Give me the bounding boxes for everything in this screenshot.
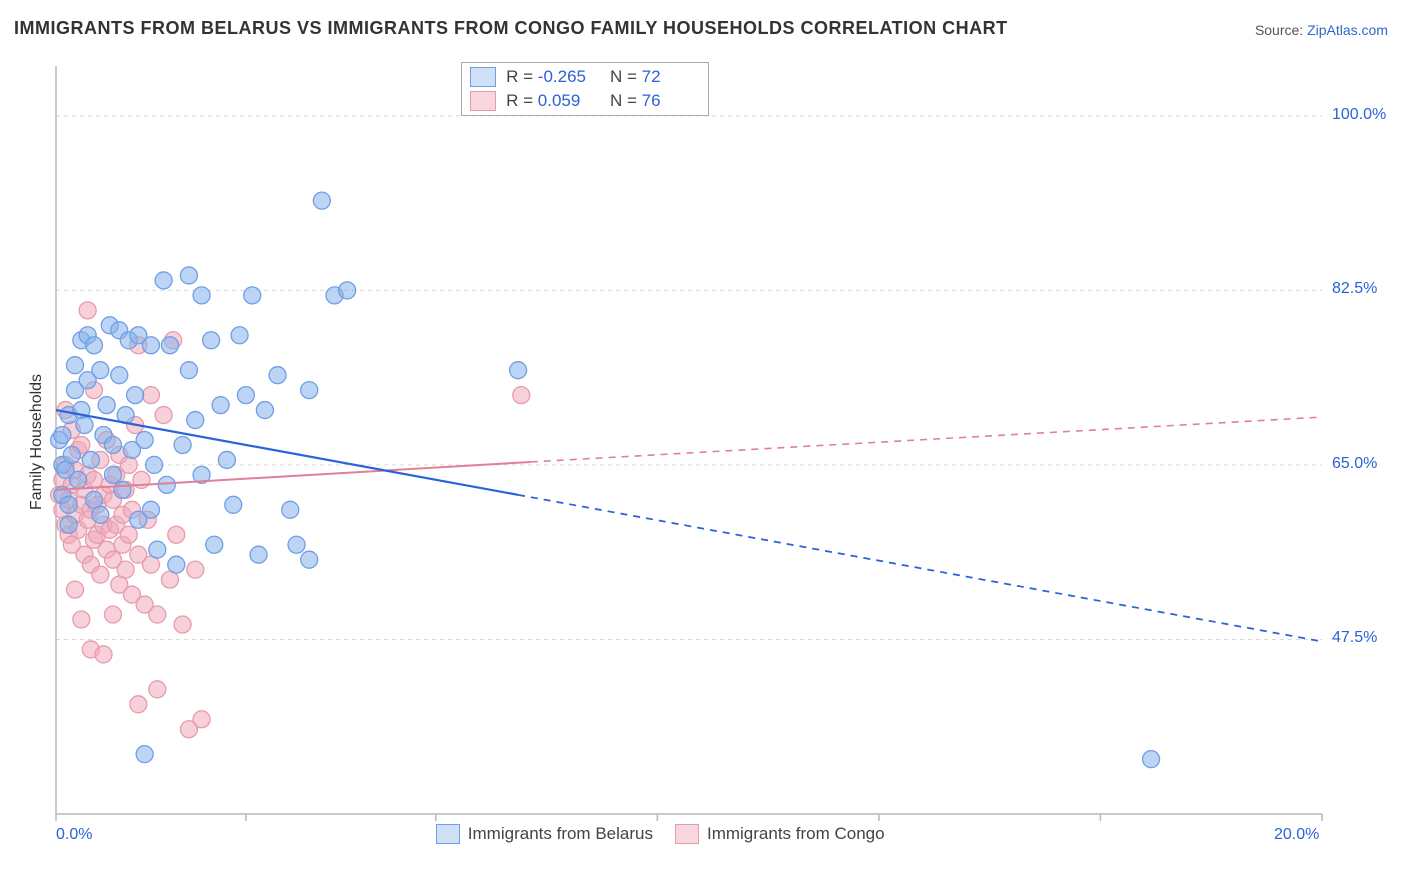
scatter-point — [104, 466, 121, 483]
scatter-point — [63, 446, 80, 463]
scatter-point — [510, 362, 527, 379]
scatter-point — [203, 332, 220, 349]
legend-label: Immigrants from Belarus — [468, 824, 653, 844]
scatter-point — [180, 267, 197, 284]
scatter-point — [282, 501, 299, 518]
legend-row: R = -0.265 N = 72 — [470, 67, 700, 87]
legend-row: R = 0.059 N = 76 — [470, 91, 700, 111]
scatter-point — [288, 536, 305, 553]
scatter-point — [120, 456, 137, 473]
y-tick-label: 100.0% — [1332, 106, 1386, 124]
scatter-point — [174, 436, 191, 453]
scatter-point — [142, 501, 159, 518]
source-link[interactable]: ZipAtlas.com — [1307, 22, 1388, 38]
scatter-point — [206, 536, 223, 553]
scatter-point — [104, 436, 121, 453]
scatter-point — [127, 387, 144, 404]
scatter-point — [269, 367, 286, 384]
legend-label: Immigrants from Congo — [707, 824, 885, 844]
scatter-point — [155, 407, 172, 424]
y-axis-label: Family Households — [28, 374, 46, 510]
scatter-point — [161, 337, 178, 354]
scatter-point — [149, 541, 166, 558]
scatter-point — [95, 646, 112, 663]
scatter-point — [85, 337, 102, 354]
scatter-point — [244, 287, 261, 304]
chart-title: IMMIGRANTS FROM BELARUS VS IMMIGRANTS FR… — [14, 18, 1008, 39]
scatter-point — [130, 696, 147, 713]
legend-item: Immigrants from Belarus — [436, 824, 653, 844]
scatter-point — [142, 337, 159, 354]
scatter-point — [73, 611, 90, 628]
scatter-point — [76, 417, 93, 434]
scatter-point — [54, 427, 71, 444]
scatter-point — [149, 606, 166, 623]
legend-swatch — [470, 67, 496, 87]
legend-item: Immigrants from Congo — [675, 824, 885, 844]
scatter-point — [146, 456, 163, 473]
scatter-point — [187, 561, 204, 578]
scatter-point — [70, 471, 87, 488]
scatter-point — [104, 606, 121, 623]
scatter-point — [155, 272, 172, 289]
series-legend: Immigrants from Belarus Immigrants from C… — [436, 824, 885, 844]
scatter-point — [212, 397, 229, 414]
source-label: Source: — [1255, 22, 1307, 38]
scatter-point — [66, 357, 83, 374]
scatter-point — [92, 506, 109, 523]
scatter-point — [142, 387, 159, 404]
scatter-point — [60, 516, 77, 533]
scatter-point — [187, 412, 204, 429]
scatter-point — [301, 382, 318, 399]
scatter-point — [117, 561, 134, 578]
scatter-point — [1143, 751, 1160, 768]
scatter-point — [79, 302, 96, 319]
chart-container: IMMIGRANTS FROM BELARUS VS IMMIGRANTS FR… — [0, 0, 1406, 892]
legend-swatch — [675, 824, 699, 844]
scatter-point — [256, 402, 273, 419]
scatter-point — [513, 387, 530, 404]
x-tick-label: 20.0% — [1274, 826, 1319, 844]
scatter-point — [225, 496, 242, 513]
correlation-legend: R = -0.265 N = 72 R = 0.059 N = 76 — [461, 62, 709, 116]
scatter-point — [193, 287, 210, 304]
scatter-point — [168, 556, 185, 573]
y-tick-label: 65.0% — [1332, 455, 1377, 473]
legend-swatch — [436, 824, 460, 844]
scatter-point — [149, 681, 166, 698]
scatter-point — [66, 581, 83, 598]
y-tick-label: 47.5% — [1332, 629, 1377, 647]
scatter-point — [231, 327, 248, 344]
scatter-point — [237, 387, 254, 404]
y-tick-label: 82.5% — [1332, 280, 1377, 298]
scatter-point — [250, 546, 267, 563]
scatter-point — [174, 616, 191, 633]
scatter-point — [111, 367, 128, 384]
scatter-point — [339, 282, 356, 299]
x-tick-label: 0.0% — [56, 826, 92, 844]
scatter-point — [114, 481, 131, 498]
source-attribution: Source: ZipAtlas.com — [1255, 22, 1388, 38]
scatter-point — [180, 362, 197, 379]
scatter-point — [313, 192, 330, 209]
scatter-point — [301, 551, 318, 568]
scatter-plot — [50, 60, 1392, 850]
scatter-point — [120, 526, 137, 543]
scatter-point — [98, 397, 115, 414]
scatter-point — [136, 746, 153, 763]
legend-swatch — [470, 91, 496, 111]
scatter-point — [158, 476, 175, 493]
scatter-point — [92, 566, 109, 583]
scatter-point — [60, 496, 77, 513]
scatter-point — [193, 711, 210, 728]
scatter-point — [85, 471, 102, 488]
scatter-point — [92, 362, 109, 379]
scatter-point — [136, 432, 153, 449]
scatter-point — [218, 451, 235, 468]
scatter-point — [168, 526, 185, 543]
scatter-point — [82, 451, 99, 468]
